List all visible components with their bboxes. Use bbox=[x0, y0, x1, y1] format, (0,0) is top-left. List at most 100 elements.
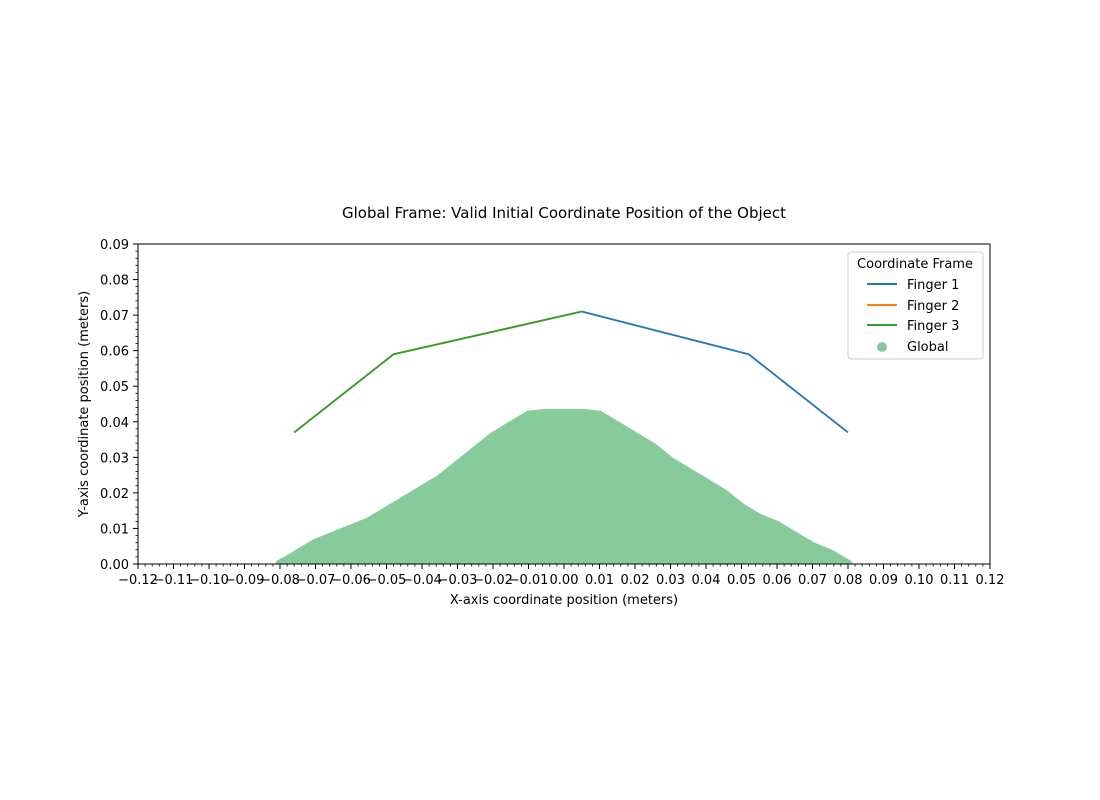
global-point bbox=[478, 549, 488, 559]
global-point bbox=[676, 550, 686, 560]
global-point bbox=[679, 502, 689, 512]
global-point bbox=[671, 517, 681, 527]
global-point bbox=[558, 445, 568, 455]
y-tick-label: 0.00 bbox=[100, 558, 129, 573]
global-point bbox=[285, 558, 295, 564]
x-tick-label: −0.07 bbox=[296, 573, 336, 588]
global-point bbox=[639, 497, 649, 507]
global-point bbox=[461, 477, 471, 487]
global-point bbox=[761, 520, 771, 530]
global-point bbox=[734, 508, 744, 518]
global-point bbox=[408, 541, 418, 551]
global-point bbox=[449, 556, 459, 564]
global-point bbox=[687, 521, 697, 531]
global-point bbox=[473, 522, 483, 532]
global-point bbox=[669, 500, 679, 510]
global-point bbox=[469, 536, 479, 546]
global-point bbox=[598, 415, 608, 425]
global-point bbox=[696, 551, 706, 561]
global-point bbox=[378, 557, 388, 564]
global-point bbox=[492, 456, 502, 466]
y-tick-label: 0.02 bbox=[100, 487, 129, 502]
global-point bbox=[540, 492, 550, 502]
global-point bbox=[454, 506, 464, 516]
global-point bbox=[548, 525, 558, 535]
global-point bbox=[709, 537, 719, 547]
global-point bbox=[688, 478, 698, 488]
global-point bbox=[333, 546, 343, 556]
global-point bbox=[562, 511, 572, 521]
global-point bbox=[686, 497, 696, 507]
global-point bbox=[714, 521, 724, 531]
global-point bbox=[496, 557, 506, 564]
global-point bbox=[769, 522, 779, 532]
global-point bbox=[612, 446, 622, 456]
global-point bbox=[592, 470, 602, 480]
global-point bbox=[727, 498, 737, 508]
global-point bbox=[522, 424, 532, 434]
global-point bbox=[341, 545, 351, 555]
global-point bbox=[610, 559, 620, 564]
global-point bbox=[532, 451, 542, 461]
global-point bbox=[663, 480, 673, 490]
global-point bbox=[366, 520, 376, 530]
global-point bbox=[520, 467, 530, 477]
global-point bbox=[398, 536, 408, 546]
finger-3-line bbox=[293, 310, 582, 434]
global-point bbox=[507, 428, 517, 438]
x-tick-label: −0.08 bbox=[260, 573, 300, 588]
global-point bbox=[625, 529, 635, 539]
global-point bbox=[644, 484, 654, 494]
global-point bbox=[716, 546, 726, 556]
global-point bbox=[388, 545, 398, 555]
global-point bbox=[781, 546, 791, 556]
global-point bbox=[726, 541, 736, 551]
global-point bbox=[781, 529, 791, 539]
global-point bbox=[812, 545, 822, 555]
x-tick-label: −0.12 bbox=[118, 573, 158, 588]
global-point bbox=[635, 483, 645, 493]
global-point bbox=[425, 513, 435, 523]
global-point bbox=[591, 519, 601, 529]
global-point bbox=[463, 489, 473, 499]
legend-label-finger-1: Finger 1 bbox=[907, 278, 959, 293]
global-point bbox=[636, 557, 646, 564]
global-point bbox=[652, 454, 662, 464]
global-point bbox=[524, 486, 534, 496]
global-point bbox=[414, 547, 424, 557]
finger-lines bbox=[293, 310, 849, 434]
global-point bbox=[707, 483, 717, 493]
global-point bbox=[755, 514, 765, 524]
global-point bbox=[487, 555, 497, 564]
global-point bbox=[455, 529, 465, 539]
global-point bbox=[483, 518, 493, 528]
global-point bbox=[488, 469, 498, 479]
global-point bbox=[626, 486, 636, 496]
y-axis-label: Y-axis coordinate position (meters) bbox=[77, 291, 92, 518]
global-point bbox=[349, 534, 359, 544]
global-point bbox=[430, 547, 440, 557]
global-point bbox=[635, 456, 645, 466]
x-tick-label: 0.06 bbox=[763, 573, 792, 588]
global-point bbox=[488, 489, 498, 499]
global-point bbox=[752, 542, 762, 552]
global-point bbox=[802, 547, 812, 557]
global-point bbox=[761, 552, 771, 562]
global-scatter bbox=[275, 408, 853, 564]
x-tick-label: −0.04 bbox=[402, 573, 442, 588]
global-point bbox=[768, 537, 778, 547]
global-point bbox=[652, 551, 662, 561]
global-point bbox=[734, 501, 744, 511]
x-tick-label: 0.04 bbox=[692, 573, 721, 588]
global-point bbox=[431, 534, 441, 544]
global-point bbox=[676, 464, 686, 474]
global-point bbox=[708, 527, 718, 537]
y-axis: 0.00 0.01 0.02 0.03 0.04 0.05 0.06 0.07 0.08 0.09 bbox=[100, 238, 138, 573]
global-point bbox=[480, 494, 490, 504]
global-point bbox=[586, 498, 596, 508]
global-point bbox=[650, 509, 660, 519]
global-point bbox=[510, 515, 520, 525]
global-point bbox=[496, 513, 506, 523]
global-point bbox=[352, 555, 362, 564]
global-point bbox=[752, 527, 762, 537]
